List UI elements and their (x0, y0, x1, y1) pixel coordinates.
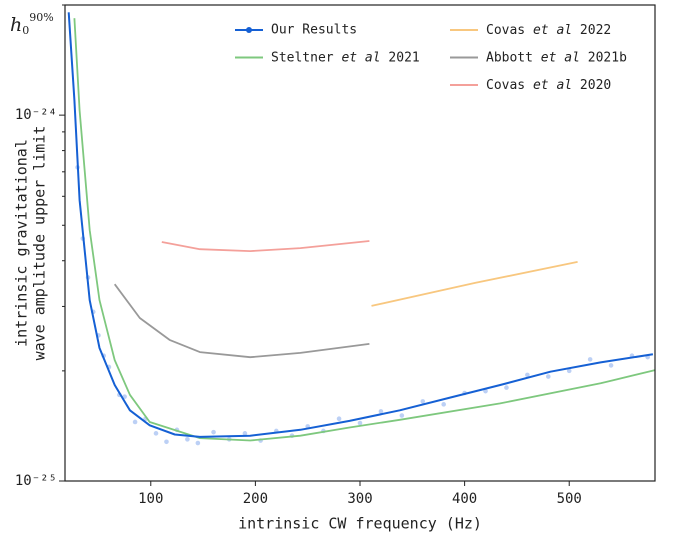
scatter-point (420, 399, 426, 404)
legend-label: Our Results (271, 23, 357, 38)
scatter-point (545, 374, 551, 379)
symbol-sup: 90% (29, 11, 53, 24)
symbol-sub: 0 (22, 24, 29, 37)
x-tick-label: 300 (347, 491, 372, 507)
x-tick-label: 500 (557, 491, 582, 507)
scatter-point (153, 431, 159, 436)
symbol-base: h (10, 14, 22, 36)
legend-label: Abbott et al 2021b (486, 50, 627, 65)
legend-marker (246, 27, 252, 33)
scatter-point (566, 368, 572, 374)
scatter-point (608, 363, 614, 368)
x-tick-label: 200 (243, 491, 268, 507)
scatter-point (441, 402, 446, 407)
scatter-point (211, 429, 216, 435)
x-tick-label: 400 (452, 491, 477, 507)
series-line (371, 261, 578, 307)
amplitude-symbol: h090% (10, 11, 54, 37)
x-tick-label: 100 (138, 491, 163, 507)
y-axis-label: intrinsic gravitational (13, 139, 31, 347)
y-tick-label: 10⁻²⁵ (15, 473, 57, 489)
legend-label: Covas et al 2020 (486, 78, 611, 93)
scatter-point (132, 419, 138, 425)
scatter-point (357, 420, 363, 426)
scatter-point (164, 439, 169, 445)
plot-frame (64, 4, 656, 482)
scatter-point (242, 431, 248, 436)
series-line (73, 18, 656, 442)
y-tick-label: 10⁻²⁴ (15, 107, 57, 123)
scatter-point (378, 409, 384, 414)
series-line (161, 240, 370, 253)
scatter-point (483, 388, 488, 394)
scatter-point (336, 416, 342, 422)
scatter-point (504, 385, 509, 390)
series-line (113, 283, 370, 359)
y-axis-label: wave amplitude upper limit (31, 126, 49, 361)
scatter-point (185, 437, 190, 442)
scatter-point (587, 357, 593, 362)
scatter-point (525, 372, 530, 378)
scatter-point (399, 413, 405, 418)
x-axis-label: intrinsic CW frequency (Hz) (238, 515, 482, 533)
scatter-point (195, 440, 201, 446)
legend-label: Covas et al 2022 (486, 23, 611, 38)
legend-label: Steltner et al 2021 (271, 50, 420, 65)
series-line (67, 12, 654, 438)
